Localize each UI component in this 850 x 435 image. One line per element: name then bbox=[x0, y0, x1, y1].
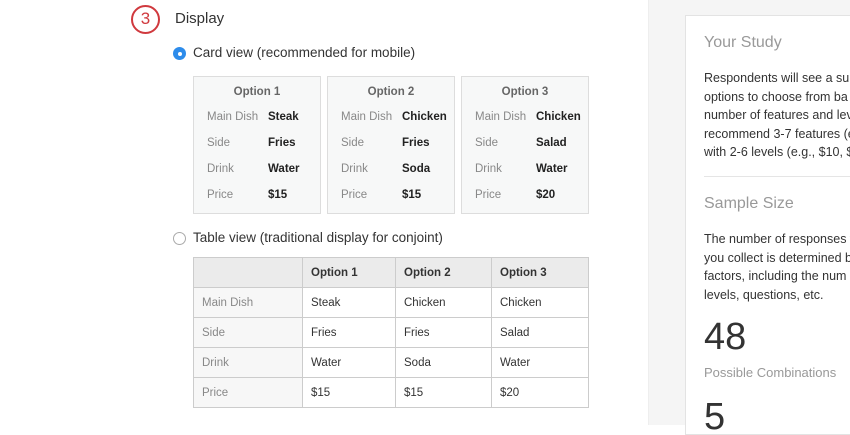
card-title: Option 2 bbox=[367, 86, 415, 98]
divider bbox=[704, 176, 850, 177]
attribute-value: Salad bbox=[536, 137, 567, 149]
attribute-label: Drink bbox=[193, 347, 303, 378]
table-cell: Water bbox=[302, 347, 396, 378]
option-card: Option 2 Main Dish Chicken Side Fries Drink So… bbox=[327, 76, 455, 214]
table-corner bbox=[193, 257, 303, 288]
table-view-preview: Option 1 Option 2 Option 3 Main Dish Stea… bbox=[193, 257, 589, 408]
attribute-label: Price bbox=[207, 189, 234, 201]
attribute-value: $15 bbox=[402, 189, 422, 201]
card-row: Main Dish Chicken bbox=[341, 104, 454, 130]
table-cell: Salad bbox=[491, 317, 589, 348]
table-row: Drink Water Soda Water bbox=[193, 347, 589, 378]
text-line: Respondents will see a sub bbox=[704, 71, 850, 85]
card-row: Drink Soda bbox=[341, 156, 454, 182]
card-view-label[interactable]: Card view (recommended for mobile) bbox=[193, 45, 416, 60]
sample-size-description: The number of responses w you collect is … bbox=[704, 230, 850, 304]
table-row: Price $15 $15 $20 bbox=[193, 377, 589, 408]
sample-size-title: Sample Size bbox=[704, 195, 794, 212]
table-cell: Fries bbox=[302, 317, 396, 348]
attribute-label: Main Dish bbox=[207, 111, 259, 123]
card-row: Side Fries bbox=[341, 130, 454, 156]
table-view-radio[interactable] bbox=[173, 232, 186, 245]
attribute-label: Price bbox=[475, 189, 502, 201]
text-line: options to choose from ba bbox=[704, 89, 848, 104]
attribute-label: Drink bbox=[475, 163, 502, 175]
next-value: 5 bbox=[704, 396, 726, 435]
attribute-label: Drink bbox=[207, 163, 234, 175]
attribute-label: Main Dish bbox=[193, 287, 303, 318]
card-title: Option 1 bbox=[233, 86, 281, 98]
combinations-label: Possible Combinations bbox=[704, 365, 837, 380]
text-line: you collect is determined b bbox=[704, 250, 850, 265]
table-cell: Steak bbox=[302, 287, 396, 318]
attribute-label: Side bbox=[475, 137, 499, 149]
attribute-value: Chicken bbox=[536, 111, 581, 123]
card-row: Drink Water bbox=[475, 156, 588, 182]
table-header-row: Option 1 Option 2 Option 3 bbox=[193, 257, 589, 288]
table-cell: Chicken bbox=[395, 287, 492, 318]
card-row: Drink Water bbox=[207, 156, 320, 182]
card-row: Main Dish Steak bbox=[207, 104, 320, 130]
attribute-label: Price bbox=[341, 189, 368, 201]
text-line: levels, questions, etc. bbox=[704, 287, 824, 302]
attribute-value: Soda bbox=[402, 163, 431, 175]
card-view-radio[interactable] bbox=[173, 47, 186, 60]
table-cell: $15 bbox=[302, 377, 396, 408]
option-card: Option 3 Main Dish Chicken Side Salad Drink Wa… bbox=[461, 76, 589, 214]
attribute-label: Drink bbox=[341, 163, 368, 175]
step-number-badge: 3 bbox=[131, 5, 160, 34]
text-line: The number of responses w bbox=[704, 232, 850, 246]
attribute-label: Main Dish bbox=[475, 111, 527, 123]
study-title: Your Study bbox=[704, 34, 782, 51]
card-row: Price $20 bbox=[475, 182, 588, 208]
attribute-value: Water bbox=[536, 163, 568, 175]
table-row: Main Dish Steak Chicken Chicken bbox=[193, 287, 589, 318]
study-summary-panel: Your Study Respondents will see a sub opt… bbox=[685, 15, 850, 435]
table-cell: Chicken bbox=[491, 287, 589, 318]
text-line: number of features and lev bbox=[704, 108, 850, 122]
text-line: factors, including the num bbox=[704, 269, 847, 283]
attribute-value: Fries bbox=[268, 137, 296, 149]
section-title: Display bbox=[175, 10, 225, 27]
table-cell: Soda bbox=[395, 347, 492, 378]
attribute-label: Side bbox=[341, 137, 365, 149]
attribute-label: Price bbox=[193, 377, 303, 408]
text-line: recommend 3-7 features (e bbox=[704, 126, 850, 141]
attribute-label: Side bbox=[207, 137, 231, 149]
text-line: with 2-6 levels (e.g., $10, $ bbox=[704, 145, 850, 159]
study-description: Respondents will see a sub options to cho… bbox=[704, 69, 850, 162]
table-cell: Fries bbox=[395, 317, 492, 348]
table-cell: $15 bbox=[395, 377, 492, 408]
card-row: Price $15 bbox=[341, 182, 454, 208]
card-row: Main Dish Chicken bbox=[475, 104, 588, 130]
table-cell: $20 bbox=[491, 377, 589, 408]
table-row: Side Fries Fries Salad bbox=[193, 317, 589, 348]
attribute-label: Side bbox=[193, 317, 303, 348]
table-cell: Water bbox=[491, 347, 589, 378]
column-header: Option 1 bbox=[302, 257, 396, 288]
table-view-label[interactable]: Table view (traditional display for conj… bbox=[193, 230, 443, 245]
attribute-value: Chicken bbox=[402, 111, 447, 123]
attribute-label: Main Dish bbox=[341, 111, 393, 123]
column-header: Option 2 bbox=[395, 257, 492, 288]
card-title: Option 3 bbox=[501, 86, 549, 98]
card-row: Side Salad bbox=[475, 130, 588, 156]
option-card: Option 1 Main Dish Steak Side Fries Drink Wate… bbox=[193, 76, 321, 214]
attribute-value: Water bbox=[268, 163, 300, 175]
attribute-value: $20 bbox=[536, 189, 556, 201]
column-header: Option 3 bbox=[491, 257, 589, 288]
card-row: Price $15 bbox=[207, 182, 320, 208]
combinations-value: 48 bbox=[704, 316, 747, 358]
attribute-value: Fries bbox=[402, 137, 430, 149]
attribute-value: Steak bbox=[268, 111, 299, 123]
attribute-value: $15 bbox=[268, 189, 288, 201]
card-row: Side Fries bbox=[207, 130, 320, 156]
